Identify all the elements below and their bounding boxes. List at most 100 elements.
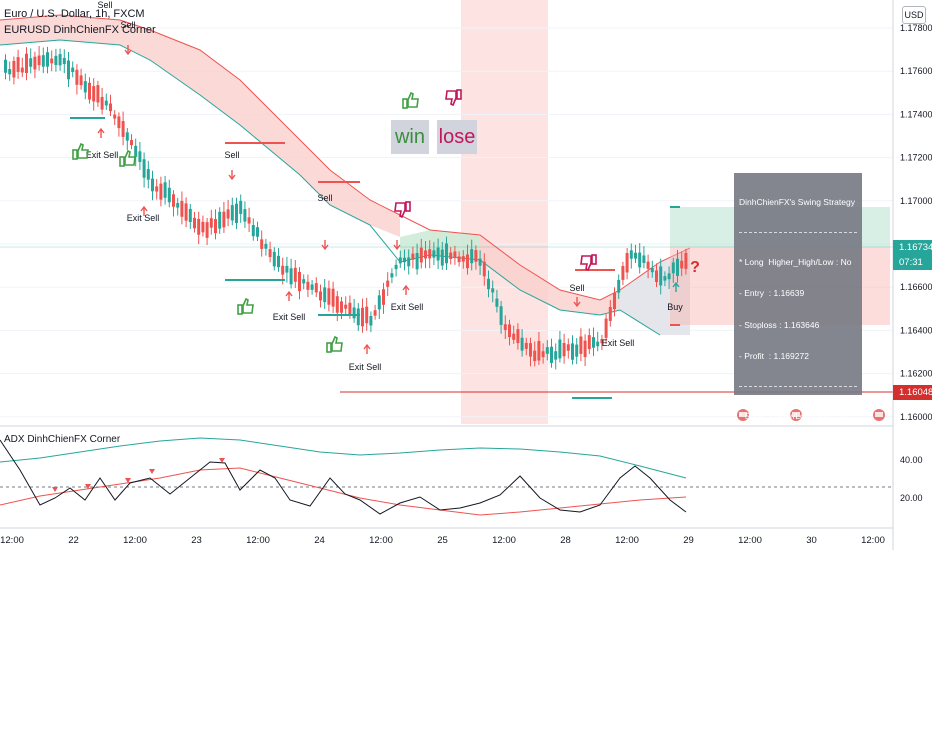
candle-body — [16, 57, 20, 72]
candle-body — [537, 340, 541, 361]
time-tick-label: 12:00 — [246, 535, 270, 546]
candle-body — [541, 351, 545, 358]
candle-body — [172, 194, 175, 207]
candle-body — [209, 218, 213, 228]
candle-body — [503, 324, 507, 331]
candle-body — [487, 278, 490, 290]
candle-body — [461, 256, 465, 262]
candle-body — [491, 288, 495, 293]
candle-body — [478, 258, 482, 266]
time-tick-label: 12:00 — [492, 535, 516, 546]
candle-body — [449, 252, 453, 259]
candle-body — [642, 255, 646, 263]
time-axis[interactable]: 12:00 22 12:00 23 12:00 24 12:00 25 12:00 28 12:00… — [0, 535, 885, 546]
candle-body — [377, 295, 381, 310]
arrow-up-icon — [402, 284, 410, 295]
indicator-name[interactable]: EURUSD DinhChienFX Corner — [4, 24, 156, 36]
chart-legend: Euro / U.S. Dollar, 1h, FXCM EURUSD Dinh… — [4, 6, 156, 38]
thumb-hand — [77, 142, 89, 159]
candle-body — [440, 249, 444, 266]
thumb-cuff — [456, 89, 462, 100]
band-lower-edge — [0, 39, 661, 336]
thumb-cuff — [237, 304, 243, 315]
price-tick-label: 1.16400 — [900, 325, 932, 335]
thumbs-up-icon — [326, 335, 343, 353]
candle-body — [138, 151, 142, 163]
candle-body — [625, 253, 629, 273]
arrow-up-icon — [285, 290, 293, 301]
candle-body — [125, 132, 129, 141]
candle-body — [50, 58, 54, 64]
flag-icon — [790, 409, 802, 421]
candle-body — [142, 159, 146, 178]
candle-body — [583, 340, 587, 358]
exit-sell-label: Exit Sell — [127, 213, 160, 223]
price-tick-label: 1.17000 — [900, 196, 932, 206]
candle-body — [176, 203, 180, 208]
time-tick-label: 24 — [314, 535, 325, 546]
candle-body — [520, 337, 524, 351]
candle-body — [113, 114, 117, 119]
percent-line: Percent: 55.4% — [739, 592, 798, 603]
candle-body — [184, 203, 188, 221]
candle-body — [403, 257, 406, 263]
candle-body — [331, 288, 335, 307]
candle-body — [272, 251, 276, 267]
capital-line: CAPITAL: 100,000USD — [739, 470, 828, 480]
candle-body — [676, 258, 679, 276]
thumb-hand — [445, 90, 457, 107]
sell-label: Sell — [317, 193, 332, 203]
chart-area[interactable]: Sell Sell Sell Sell Sell Exit Sell Exit Sell Ex… — [0, 0, 932, 725]
thumbs-down-icon — [394, 201, 411, 219]
price-axis[interactable]: 1.178001.176001.174001.172001.170001.168… — [900, 23, 932, 422]
candle-body — [230, 205, 234, 221]
candle-body — [298, 271, 301, 292]
candle-body — [545, 347, 549, 354]
adx-legend[interactable]: ADX DinhChienFX Corner — [4, 434, 121, 445]
symbol-title[interactable]: Euro / U.S. Dollar, 1h, FXCM — [4, 8, 145, 20]
exit-sell-label: Exit Sell — [602, 338, 635, 348]
candle-body — [33, 56, 37, 70]
currency-badge[interactable]: USD — [902, 6, 926, 24]
candle-body — [533, 350, 537, 362]
candle-body — [369, 315, 373, 326]
candle-body — [319, 291, 322, 301]
candle-body — [335, 296, 339, 313]
arrow-up-icon — [97, 127, 105, 138]
flag-stripe — [875, 412, 883, 417]
level-price-tag: 1.16048 — [893, 385, 932, 400]
adx-marker-icon — [149, 469, 155, 474]
stoploss-line: - Stoploss : 1.163646 — [739, 319, 820, 330]
candle-body — [445, 243, 448, 264]
candle-body — [188, 208, 192, 223]
profit-line: - Profit : 1.169272 — [739, 351, 809, 361]
candle-body — [117, 116, 121, 129]
net-profit-line: Net Profit: 539,623.6 — [739, 561, 817, 571]
candle-body — [12, 60, 16, 78]
flag-stripe — [792, 412, 800, 417]
candle-body — [398, 257, 402, 264]
candle-body — [62, 57, 66, 65]
candle-body — [243, 209, 247, 222]
arrow-down-icon — [228, 170, 236, 181]
candle-body — [239, 200, 243, 214]
adx-markers — [52, 458, 225, 492]
time-tick-label: 12:00 — [369, 535, 393, 546]
risk-line: Risk% : 1%| Risk/Reward : 1/1.05 — [739, 501, 866, 512]
candle-body — [193, 217, 196, 229]
thumb-hand — [124, 149, 136, 166]
exit-sell-label: Exit Sell — [86, 150, 119, 160]
candle-body — [4, 59, 7, 73]
band-upper-edge — [0, 14, 691, 301]
candle-body — [20, 67, 24, 73]
candle-body — [571, 343, 574, 360]
win-label: win — [391, 120, 429, 154]
candle-body — [197, 218, 201, 235]
price-tick-label: 1.16600 — [900, 282, 932, 292]
exit-sell-label: Exit Sell — [391, 302, 424, 312]
sub-price-axis[interactable]: 40.00 20.00 — [900, 455, 923, 503]
candle-body — [394, 264, 398, 270]
sell-label: Sell — [97, 0, 112, 10]
candle-body — [37, 55, 41, 66]
candle-body — [344, 304, 348, 309]
